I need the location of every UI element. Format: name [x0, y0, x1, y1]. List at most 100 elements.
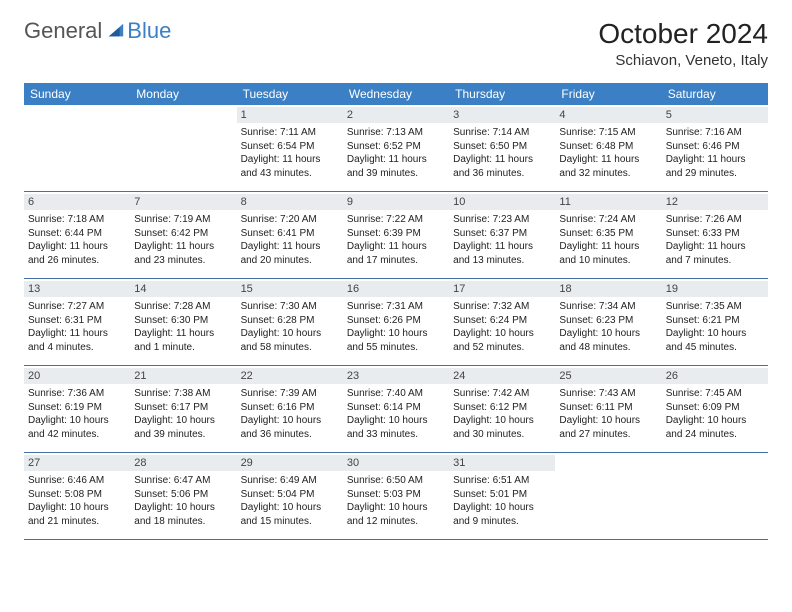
day-cell: 12Sunrise: 7:26 AMSunset: 6:33 PMDayligh… [662, 192, 768, 278]
day-cell: 15Sunrise: 7:30 AMSunset: 6:28 PMDayligh… [237, 279, 343, 365]
day-number: 25 [555, 368, 661, 384]
day-cell: 31 Sunrise: 6:51 AMSunset: 5:01 PMDayligh… [449, 453, 555, 539]
day-header-row: SundayMondayTuesdayWednesdayThursdayFrid… [24, 83, 768, 105]
day-info: Sunrise: 6:50 AMSunset: 5:03 PMDaylight:… [347, 474, 445, 528]
day-number: 19 [662, 281, 768, 297]
day-number: 9 [343, 194, 449, 210]
day-cell: 7 Sunrise: 7:19 AMSunset: 6:42 PMDaylight… [130, 192, 236, 278]
day-info: Sunrise: 7:45 AMSunset: 6:09 PMDaylight:… [666, 387, 764, 441]
day-cell: 17Sunrise: 7:32 AMSunset: 6:24 PMDayligh… [449, 279, 555, 365]
day-header: Tuesday [237, 83, 343, 105]
day-number: 31 [449, 455, 555, 471]
day-cell: 23Sunrise: 7:40 AMSunset: 6:14 PMDayligh… [343, 366, 449, 452]
day-info: Sunrise: 7:28 AMSunset: 6:30 PMDaylight:… [134, 300, 232, 354]
day-number: 17 [449, 281, 555, 297]
day-cell: 9 Sunrise: 7:22 AMSunset: 6:39 PMDaylight… [343, 192, 449, 278]
day-info: Sunrise: 7:15 AMSunset: 6:48 PMDaylight:… [559, 126, 657, 180]
day-number: 11 [555, 194, 661, 210]
day-info: Sunrise: 7:23 AMSunset: 6:37 PMDaylight:… [453, 213, 551, 267]
calendar: SundayMondayTuesdayWednesdayThursdayFrid… [24, 83, 768, 540]
day-number: 4 [555, 107, 661, 123]
day-header: Saturday [662, 83, 768, 105]
day-info: Sunrise: 7:22 AMSunset: 6:39 PMDaylight:… [347, 213, 445, 267]
day-info: Sunrise: 7:20 AMSunset: 6:41 PMDaylight:… [241, 213, 339, 267]
week-row: 6 Sunrise: 7:18 AMSunset: 6:44 PMDaylight… [24, 192, 768, 279]
day-number: 28 [130, 455, 236, 471]
day-header: Friday [555, 83, 661, 105]
day-info: Sunrise: 7:27 AMSunset: 6:31 PMDaylight:… [28, 300, 126, 354]
location: Schiavon, Veneto, Italy [598, 52, 768, 69]
day-cell: 3Sunrise: 7:14 AMSunset: 6:50 PMDaylight… [449, 105, 555, 191]
day-number: 1 [237, 107, 343, 123]
day-info: Sunrise: 7:38 AMSunset: 6:17 PMDaylight:… [134, 387, 232, 441]
logo-text-general: General [24, 18, 102, 44]
day-info: Sunrise: 7:36 AMSunset: 6:19 PMDaylight:… [28, 387, 126, 441]
day-info: Sunrise: 6:46 AMSunset: 5:08 PMDaylight:… [28, 474, 126, 528]
logo-triangle-icon [107, 22, 125, 40]
week-row: 27 Sunrise: 6:46 AMSunset: 5:08 PMDayligh… [24, 453, 768, 540]
day-info: Sunrise: 7:35 AMSunset: 6:21 PMDaylight:… [666, 300, 764, 354]
day-cell: 13 Sunrise: 7:27 AMSunset: 6:31 PMDayligh… [24, 279, 130, 365]
day-info: Sunrise: 7:43 AMSunset: 6:11 PMDaylight:… [559, 387, 657, 441]
day-info: Sunrise: 7:13 AMSunset: 6:52 PMDaylight:… [347, 126, 445, 180]
title-block: October 2024 Schiavon, Veneto, Italy [598, 18, 768, 69]
day-info: Sunrise: 7:31 AMSunset: 6:26 PMDaylight:… [347, 300, 445, 354]
day-cell: 20 Sunrise: 7:36 AMSunset: 6:19 PMDayligh… [24, 366, 130, 452]
day-number: 7 [130, 194, 236, 210]
day-info: Sunrise: 7:24 AMSunset: 6:35 PMDaylight:… [559, 213, 657, 267]
day-number: 6 [24, 194, 130, 210]
day-cell: 16Sunrise: 7:31 AMSunset: 6:26 PMDayligh… [343, 279, 449, 365]
day-cell: 11 Sunrise: 7:24 AMSunset: 6:35 PMDayligh… [555, 192, 661, 278]
day-number: 27 [24, 455, 130, 471]
day-number: 10 [449, 194, 555, 210]
day-info: Sunrise: 7:26 AMSunset: 6:33 PMDaylight:… [666, 213, 764, 267]
day-number: 22 [237, 368, 343, 384]
day-cell: 6 Sunrise: 7:18 AMSunset: 6:44 PMDaylight… [24, 192, 130, 278]
day-cell: 27 Sunrise: 6:46 AMSunset: 5:08 PMDayligh… [24, 453, 130, 539]
logo-text-blue: Blue [127, 18, 171, 44]
day-header: Thursday [449, 83, 555, 105]
day-cell: 10 Sunrise: 7:23 AMSunset: 6:37 PMDayligh… [449, 192, 555, 278]
day-number: 24 [449, 368, 555, 384]
day-info: Sunrise: 7:39 AMSunset: 6:16 PMDaylight:… [241, 387, 339, 441]
day-cell: 1 Sunrise: 7:11 AMSunset: 6:54 PMDaylight… [237, 105, 343, 191]
day-cell: 30Sunrise: 6:50 AMSunset: 5:03 PMDayligh… [343, 453, 449, 539]
day-cell: 22 Sunrise: 7:39 AMSunset: 6:16 PMDayligh… [237, 366, 343, 452]
day-info: Sunrise: 7:42 AMSunset: 6:12 PMDaylight:… [453, 387, 551, 441]
day-info: Sunrise: 6:49 AMSunset: 5:04 PMDaylight:… [241, 474, 339, 528]
day-info: Sunrise: 7:16 AMSunset: 6:46 PMDaylight:… [666, 126, 764, 180]
day-cell: 14 Sunrise: 7:28 AMSunset: 6:30 PMDayligh… [130, 279, 236, 365]
day-info: Sunrise: 6:47 AMSunset: 5:06 PMDaylight:… [134, 474, 232, 528]
day-number: 23 [343, 368, 449, 384]
day-cell: 25 Sunrise: 7:43 AMSunset: 6:11 PMDayligh… [555, 366, 661, 452]
day-info: Sunrise: 7:14 AMSunset: 6:50 PMDaylight:… [453, 126, 551, 180]
day-cell: 26 Sunrise: 7:45 AMSunset: 6:09 PMDayligh… [662, 366, 768, 452]
day-number: 26 [662, 368, 768, 384]
day-cell [662, 453, 768, 539]
day-number: 14 [130, 281, 236, 297]
day-number: 20 [24, 368, 130, 384]
day-cell: 28 Sunrise: 6:47 AMSunset: 5:06 PMDayligh… [130, 453, 236, 539]
header: General Blue October 2024 Schiavon, Vene… [0, 0, 792, 75]
day-info: Sunrise: 7:34 AMSunset: 6:23 PMDaylight:… [559, 300, 657, 354]
day-number: 8 [237, 194, 343, 210]
day-info: Sunrise: 6:51 AMSunset: 5:01 PMDaylight:… [453, 474, 551, 528]
day-cell: 5 Sunrise: 7:16 AMSunset: 6:46 PMDaylight… [662, 105, 768, 191]
week-row: 20 Sunrise: 7:36 AMSunset: 6:19 PMDayligh… [24, 366, 768, 453]
day-header: Monday [130, 83, 236, 105]
day-info: Sunrise: 7:18 AMSunset: 6:44 PMDaylight:… [28, 213, 126, 267]
day-cell [24, 105, 130, 191]
day-cell [130, 105, 236, 191]
day-cell: 29Sunrise: 6:49 AMSunset: 5:04 PMDayligh… [237, 453, 343, 539]
day-number: 18 [555, 281, 661, 297]
day-cell: 21Sunrise: 7:38 AMSunset: 6:17 PMDayligh… [130, 366, 236, 452]
logo: General Blue [24, 18, 171, 44]
day-info: Sunrise: 7:11 AMSunset: 6:54 PMDaylight:… [241, 126, 339, 180]
day-number: 5 [662, 107, 768, 123]
day-cell: 2Sunrise: 7:13 AMSunset: 6:52 PMDaylight… [343, 105, 449, 191]
day-info: Sunrise: 7:19 AMSunset: 6:42 PMDaylight:… [134, 213, 232, 267]
day-number: 13 [24, 281, 130, 297]
weeks-container: 1 Sunrise: 7:11 AMSunset: 6:54 PMDaylight… [24, 105, 768, 540]
day-header: Wednesday [343, 83, 449, 105]
day-cell: 4 Sunrise: 7:15 AMSunset: 6:48 PMDaylight… [555, 105, 661, 191]
